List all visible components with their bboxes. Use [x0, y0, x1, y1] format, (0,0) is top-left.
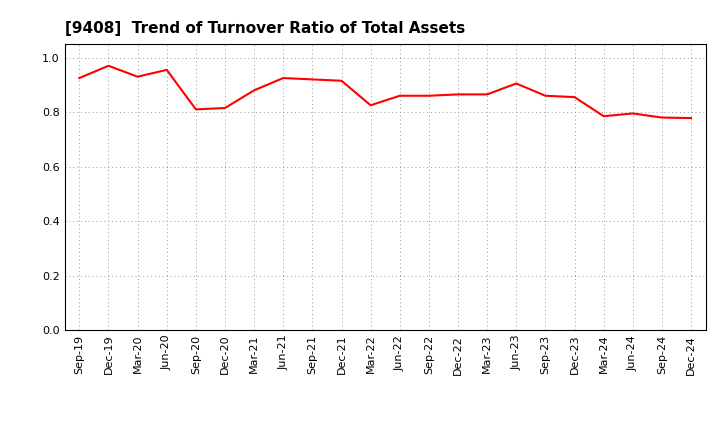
- Text: [9408]  Trend of Turnover Ratio of Total Assets: [9408] Trend of Turnover Ratio of Total …: [65, 21, 465, 36]
